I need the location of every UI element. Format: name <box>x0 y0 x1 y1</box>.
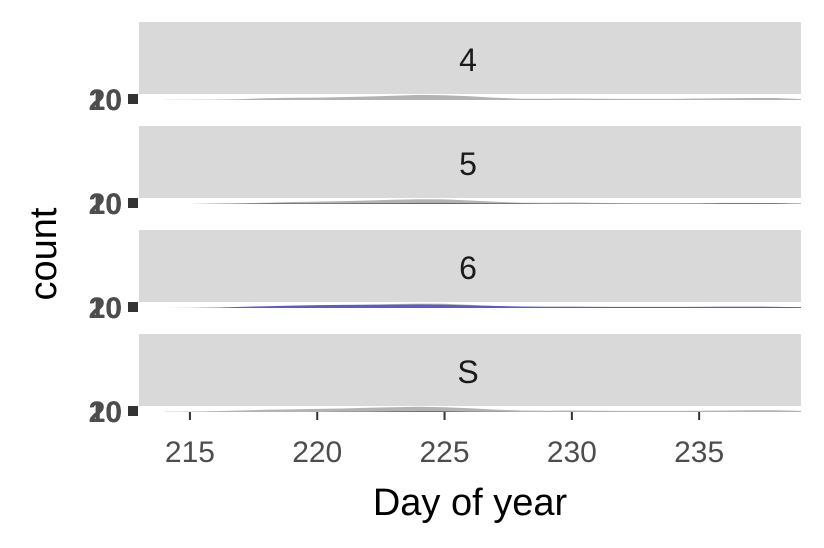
facet-strip-background <box>139 230 801 302</box>
area-series-blue <box>164 304 801 308</box>
area-series-grey <box>164 199 801 204</box>
y-tick-label: 10 <box>89 292 122 325</box>
facet-strip-label: S <box>457 354 478 390</box>
x-axis-title: Day of year <box>373 482 568 524</box>
x-tick-label: 220 <box>292 436 342 469</box>
x-tick-label: 225 <box>420 436 470 469</box>
y-tick-label: 10 <box>89 396 122 429</box>
y-tick-label: 20 <box>89 396 122 429</box>
y-tick-label: 0 <box>105 396 122 429</box>
area-series-blue <box>164 202 801 204</box>
facet-strip-label: 6 <box>459 250 477 286</box>
y-tick-mark <box>128 302 138 312</box>
y-tick-label: 20 <box>89 84 122 117</box>
y-tick-label: 20 <box>89 292 122 325</box>
y-tick-label: 0 <box>105 292 122 325</box>
y-tick-label: 0 <box>105 188 122 221</box>
y-tick-label: 0 <box>105 84 122 117</box>
facet-strip-background <box>139 126 801 198</box>
facet-strip-label: 5 <box>459 146 477 182</box>
area-series-blue <box>164 411 801 412</box>
x-tick-label: 235 <box>674 436 724 469</box>
y-tick-mark <box>128 406 138 416</box>
y-tick-label: 10 <box>89 188 122 221</box>
area-series-grey <box>164 406 801 412</box>
x-tick-label: 215 <box>165 436 215 469</box>
facet-strip-background <box>139 334 801 406</box>
x-axis: 215 220 225 230 235 <box>165 412 724 469</box>
y-tick-label: 20 <box>89 188 122 221</box>
y-tick-mark <box>128 94 138 104</box>
area-series-grey <box>164 94 801 100</box>
facet-strip-background <box>139 22 801 94</box>
x-tick-label: 230 <box>547 436 597 469</box>
y-tick-label: 10 <box>89 84 122 117</box>
facet-strip-label: 4 <box>459 42 477 78</box>
y-axis-title: count <box>23 207 65 300</box>
y-tick-mark <box>128 198 138 208</box>
